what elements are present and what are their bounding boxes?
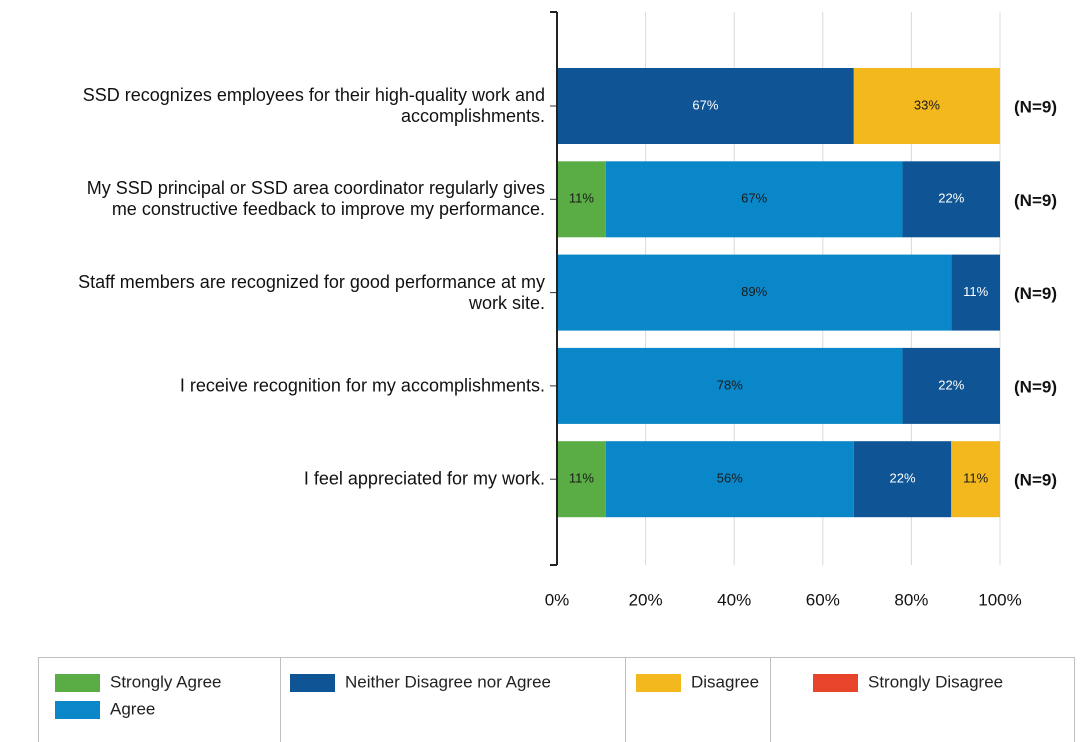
legend-swatch: [290, 674, 335, 692]
bar-segment: [605, 161, 903, 238]
bar-value-label: 11%: [963, 471, 988, 486]
bar-value-label: 78%: [717, 377, 743, 392]
n-annotation: (N=9): [1014, 471, 1057, 490]
bar-segment: [853, 68, 1000, 144]
legend-swatch: [813, 674, 858, 692]
legend-swatch: [55, 674, 100, 692]
bar-segment: [557, 441, 606, 518]
legend-label: Agree: [110, 699, 155, 718]
bar-segment: [951, 254, 1000, 331]
bar-value-label: 67%: [741, 191, 767, 206]
bar-segment: [902, 161, 1000, 238]
bar-segment: [557, 347, 903, 424]
bar-segment: [605, 441, 854, 518]
bar-segment: [557, 254, 952, 331]
bar-segment: [853, 441, 952, 518]
x-tick-label: 40%: [717, 590, 751, 609]
category-label: My SSD principal or SSD area coordinator…: [86, 178, 545, 220]
bar-segment: [557, 161, 606, 238]
category-label: I receive recognition for my accomplishm…: [179, 375, 545, 396]
legend-label: Disagree: [691, 672, 759, 691]
legend-label: Strongly Disagree: [868, 672, 1003, 691]
bar-segment: [951, 441, 1000, 518]
legend-label: Strongly Agree: [110, 672, 222, 691]
bar-value-label: 11%: [569, 471, 594, 486]
bar-value-label: 22%: [890, 471, 916, 486]
bar-segment: [557, 68, 854, 144]
n-annotation: (N=9): [1014, 191, 1057, 210]
bar-value-label: 33%: [914, 97, 940, 112]
x-tick-label: 0%: [545, 590, 570, 609]
n-annotation: (N=9): [1014, 377, 1057, 396]
n-annotation: (N=9): [1014, 97, 1057, 116]
category-label: SSD recognizes employees for their high-…: [82, 85, 545, 126]
x-tick-label: 20%: [629, 590, 663, 609]
n-annotation: (N=9): [1014, 284, 1057, 303]
bar-value-label: 11%: [963, 284, 988, 299]
legend-swatch: [55, 701, 100, 719]
legend-swatch: [636, 674, 681, 692]
legend-box: [38, 657, 1075, 742]
legend-label: Neither Disagree nor Agree: [345, 672, 551, 691]
x-tick-label: 60%: [806, 590, 840, 609]
x-tick-label: 100%: [978, 590, 1021, 609]
bar-value-label: 67%: [692, 97, 718, 112]
x-tick-label: 80%: [894, 590, 928, 609]
bar-value-label: 22%: [938, 377, 964, 392]
bar-segment: [902, 347, 1000, 424]
category-label: Staff members are recognized for good pe…: [78, 271, 545, 313]
bar-value-label: 56%: [717, 471, 743, 486]
bar-value-label: 22%: [938, 191, 964, 206]
bar-value-label: 11%: [569, 191, 594, 206]
bar-value-label: 89%: [741, 284, 767, 299]
category-label: I feel appreciated for my work.: [303, 468, 545, 489]
